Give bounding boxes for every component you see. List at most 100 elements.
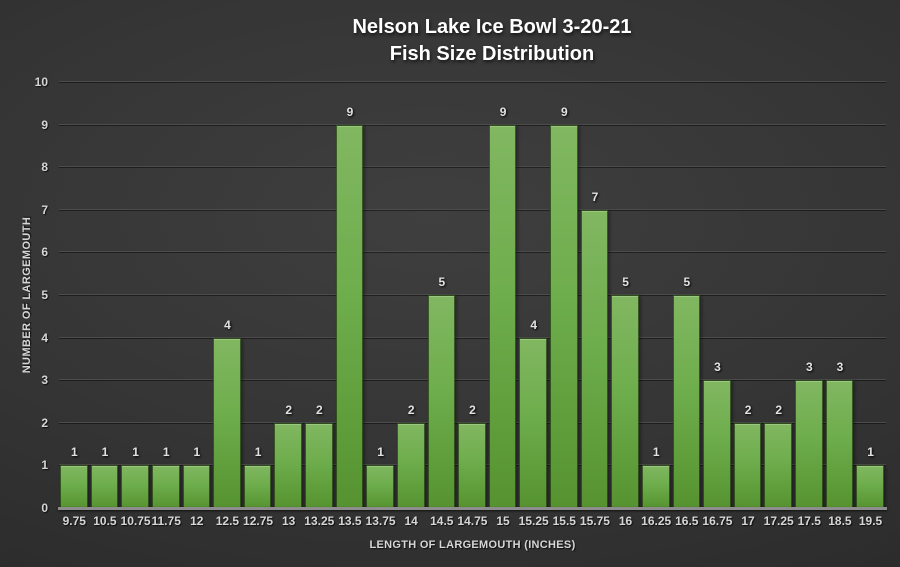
bar-slot: 9: [549, 82, 580, 508]
y-tick-label: 8: [41, 160, 48, 175]
x-tick-label: 15.75: [579, 514, 610, 528]
bar-value-label: 5: [683, 275, 691, 289]
bar-16.25: [641, 465, 670, 508]
x-tick-label: 12.75: [243, 514, 274, 528]
x-axis-tick-labels: 9.75 10.5 10.75 11.75 12 12.5 12.75 13 13.25 13.5…: [59, 514, 886, 528]
bar-value-label: 7: [591, 189, 599, 204]
bar-slot: 4: [212, 82, 243, 508]
bar-16.75: [703, 380, 731, 508]
bar-value-label: 4: [224, 317, 231, 332]
bar-slot: 3: [825, 82, 856, 508]
bar-value-label: 3: [836, 360, 844, 375]
bar-slot: 3: [794, 82, 825, 508]
bar-13.25: [305, 422, 333, 508]
bar-value-label: 1: [193, 445, 201, 460]
bar-slot: 2: [273, 82, 304, 508]
bar-18.5: [825, 380, 854, 508]
y-tick-label: 3: [41, 373, 48, 388]
bar-slot: 5: [610, 82, 641, 508]
bar-value-label: 2: [775, 402, 783, 417]
bar-value-label: 1: [377, 445, 384, 460]
bar-17.25: [764, 422, 792, 508]
bar-15: [488, 124, 517, 508]
bar-9.75: [60, 465, 88, 508]
bar-value-label: 2: [469, 402, 476, 417]
chart-title: Nelson Lake Ice Bowl 3-20-21 Fish Size D…: [84, 14, 900, 68]
y-tick-label: 2: [41, 415, 48, 430]
bar-slot: 5: [427, 82, 458, 508]
x-tick-label: 11.75: [151, 514, 181, 528]
y-axis-tick-labels: 0 1 2 3 4 5 6 7 8 9 10: [0, 75, 48, 515]
bar-13.5: [335, 124, 364, 508]
y-tick-label: 4: [41, 330, 48, 345]
x-tick-label: 9.75: [62, 514, 86, 528]
bar-slot: 1: [855, 82, 886, 508]
bar-slot: 1: [120, 82, 151, 508]
y-tick-label: 0: [41, 501, 48, 515]
bar-19.5: [856, 465, 884, 508]
y-tick-label: 10: [34, 75, 48, 89]
bar-15.25: [519, 337, 547, 508]
x-tick-label: 17.25: [763, 514, 794, 528]
bar-value-label: 9: [560, 104, 568, 119]
bar-slot: 1: [90, 82, 121, 508]
x-tick-label: 16.75: [702, 514, 733, 528]
bar-slot: 1: [59, 82, 90, 508]
bar-value-label: 5: [438, 275, 446, 289]
x-tick-label: 13.25: [304, 514, 335, 528]
bar-16.5: [672, 295, 701, 508]
bar-slot: 2: [396, 82, 427, 508]
bar-series: 1 1 1 1 1 4 1 2 2 9 1 2 5 2 9 4 9 7 5 1 5 3 2 2 3 3 1: [59, 82, 886, 508]
gridline: [59, 81, 886, 82]
y-tick-label: 5: [41, 288, 48, 302]
bar-12.5: [213, 337, 241, 508]
bar-value-label: 9: [346, 104, 354, 119]
x-tick-label: 10.5: [93, 514, 117, 528]
bar-slot: 1: [151, 82, 182, 508]
bar-value-label: 5: [622, 275, 629, 289]
bar-10.5: [90, 465, 119, 508]
bar-slot: 4: [518, 82, 549, 508]
bar-12.75: [243, 465, 272, 508]
bar-14.5: [427, 295, 456, 508]
bar-slot: 2: [304, 82, 335, 508]
bar-value-label: 1: [867, 445, 874, 460]
bar-value-label: 2: [744, 402, 752, 417]
bar-value-label: 1: [652, 445, 660, 460]
x-tick-label: 14: [404, 514, 418, 528]
x-tick-label: 15.25: [518, 514, 549, 528]
bar-slot: 7: [580, 82, 611, 508]
bar-value-label: 3: [805, 360, 813, 375]
x-axis-title: LENGTH OF LARGEMOUTH (INCHES): [369, 539, 576, 551]
x-tick-label: 14.5: [430, 514, 454, 528]
bar-value-label: 1: [132, 445, 139, 460]
x-tick-label: 14.75: [457, 514, 488, 528]
x-tick-label: 16.25: [641, 514, 672, 528]
bar-slot: 5: [672, 82, 703, 508]
x-tick-label: 16.5: [675, 514, 699, 528]
bar-17: [733, 422, 762, 508]
gridline: [59, 336, 886, 338]
bar-slot: 1: [182, 82, 213, 508]
x-tick-label: 16: [618, 514, 633, 528]
gridline: [59, 208, 886, 210]
bar-value-label: 2: [407, 402, 415, 417]
gridline: [59, 421, 886, 423]
bar-16: [611, 295, 639, 508]
bar-slot: 2: [763, 82, 794, 508]
bar-value-label: 1: [70, 445, 78, 460]
bar-13.75: [366, 465, 394, 508]
bar-17.5: [795, 380, 823, 508]
y-tick-label: 6: [41, 245, 48, 260]
x-tick-label: 13.5: [338, 514, 362, 528]
gridline: [59, 294, 886, 295]
bar-value-label: 1: [101, 445, 109, 460]
plot-area: 1 1 1 1 1 4 1 2 2 9 1 2 5 2 9 4 9 7 5 1 5 3 2 2 3 3 1: [58, 81, 887, 510]
bar-11.75: [151, 465, 180, 508]
y-tick-label: 7: [41, 202, 48, 217]
gridline: [59, 379, 886, 381]
bar-15.75: [580, 209, 609, 508]
bar-value-label: 1: [162, 445, 170, 460]
bar-slot: 1: [243, 82, 274, 508]
x-axis-line: [58, 507, 887, 510]
